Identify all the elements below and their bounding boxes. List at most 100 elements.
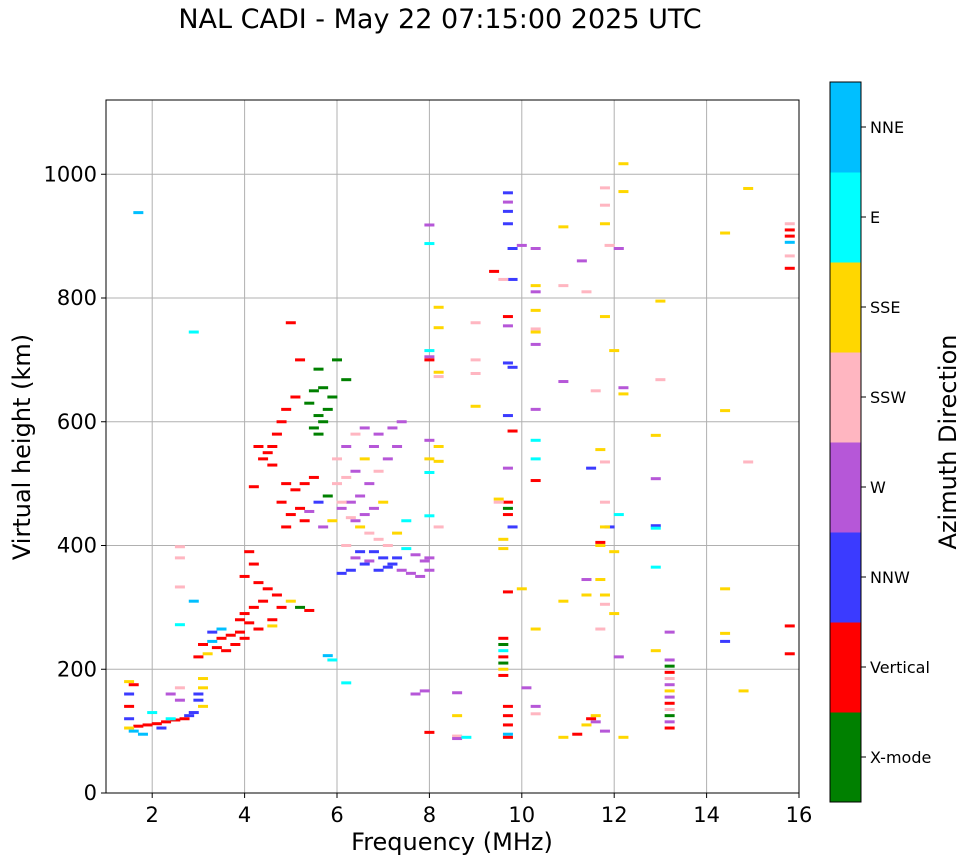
data-point bbox=[332, 457, 342, 461]
data-point bbox=[599, 222, 610, 226]
data-point bbox=[378, 500, 389, 504]
data-point bbox=[290, 488, 301, 492]
data-point bbox=[239, 574, 250, 578]
data-point bbox=[424, 470, 435, 474]
data-point bbox=[193, 655, 204, 659]
colorbar: X-mode Vertical NNW W SSW SSE E NNE bbox=[829, 81, 931, 803]
data-point bbox=[521, 686, 532, 690]
data-point bbox=[216, 636, 227, 640]
data-point bbox=[609, 612, 620, 616]
data-point bbox=[502, 500, 513, 504]
data-point bbox=[784, 266, 795, 270]
data-point bbox=[664, 714, 675, 718]
data-point bbox=[650, 477, 661, 481]
data-point bbox=[373, 537, 384, 541]
data-point bbox=[664, 689, 675, 693]
data-point bbox=[530, 479, 541, 483]
data-point bbox=[322, 654, 333, 658]
data-point bbox=[424, 730, 435, 734]
data-point bbox=[253, 581, 264, 585]
data-point bbox=[295, 605, 306, 609]
colorbar-tick-label: SSE bbox=[870, 298, 900, 317]
data-point bbox=[599, 460, 610, 464]
data-point bbox=[341, 475, 352, 479]
x-tick-label: 2 bbox=[146, 803, 159, 827]
data-point bbox=[489, 269, 500, 273]
colorbar-segment bbox=[830, 532, 861, 623]
colorbar-segment bbox=[830, 712, 861, 803]
x-tick-label: 10 bbox=[508, 803, 535, 827]
data-point bbox=[530, 290, 541, 294]
data-point bbox=[318, 386, 329, 390]
data-point bbox=[613, 655, 624, 659]
data-point bbox=[498, 649, 509, 653]
data-point bbox=[355, 550, 366, 554]
data-point bbox=[590, 389, 601, 393]
colorbar-tick-label: X-mode bbox=[870, 748, 931, 767]
data-point bbox=[609, 550, 620, 554]
x-tick-label: 8 bbox=[423, 803, 436, 827]
data-point bbox=[350, 469, 361, 473]
data-point bbox=[424, 568, 435, 572]
data-point bbox=[313, 432, 324, 436]
data-point bbox=[498, 667, 509, 671]
data-point bbox=[424, 438, 435, 442]
data-point bbox=[137, 732, 148, 736]
data-point bbox=[618, 386, 629, 390]
y-tick-label: 800 bbox=[57, 286, 97, 310]
data-point bbox=[530, 438, 541, 442]
colorbar-label: Azimuth Direction bbox=[934, 335, 962, 550]
data-point bbox=[516, 587, 527, 591]
data-point bbox=[128, 729, 139, 733]
data-point bbox=[599, 593, 610, 597]
data-point bbox=[590, 714, 601, 718]
colorbar-tick-label: W bbox=[870, 478, 886, 497]
data-point bbox=[613, 247, 624, 250]
data-point bbox=[281, 482, 292, 486]
data-point bbox=[262, 587, 273, 591]
data-point bbox=[650, 526, 661, 530]
data-point bbox=[502, 466, 513, 470]
data-point bbox=[604, 243, 615, 247]
data-point bbox=[743, 460, 754, 464]
data-point bbox=[174, 686, 185, 690]
data-point bbox=[295, 358, 306, 362]
data-point bbox=[743, 186, 754, 190]
data-point bbox=[424, 556, 435, 560]
data-point bbox=[502, 191, 513, 195]
data-point bbox=[350, 519, 361, 523]
data-point bbox=[664, 726, 675, 730]
data-point bbox=[424, 514, 435, 518]
data-point bbox=[239, 636, 250, 640]
data-point bbox=[502, 414, 513, 418]
data-point bbox=[424, 349, 435, 353]
data-point bbox=[382, 457, 393, 461]
data-point bbox=[239, 612, 250, 616]
grid bbox=[106, 100, 800, 794]
data-point bbox=[258, 457, 269, 461]
data-point bbox=[530, 712, 541, 716]
data-point bbox=[516, 243, 527, 247]
data-point bbox=[267, 624, 278, 628]
data-point bbox=[364, 559, 375, 563]
data-point bbox=[184, 714, 195, 718]
data-point bbox=[174, 585, 185, 589]
x-tick-label: 16 bbox=[786, 803, 813, 827]
data-point bbox=[401, 547, 412, 551]
data-point bbox=[576, 259, 587, 263]
data-point bbox=[498, 537, 509, 541]
data-point bbox=[720, 639, 731, 643]
data-point bbox=[405, 571, 416, 575]
data-point bbox=[424, 355, 435, 359]
data-point bbox=[738, 689, 749, 693]
data-point bbox=[382, 565, 393, 569]
data-point bbox=[142, 723, 153, 727]
data-point bbox=[664, 695, 675, 699]
data-point bbox=[433, 375, 444, 379]
data-point bbox=[599, 500, 610, 504]
data-point bbox=[336, 500, 347, 504]
data-point bbox=[530, 342, 541, 346]
data-point bbox=[595, 448, 606, 452]
data-point bbox=[618, 190, 629, 194]
